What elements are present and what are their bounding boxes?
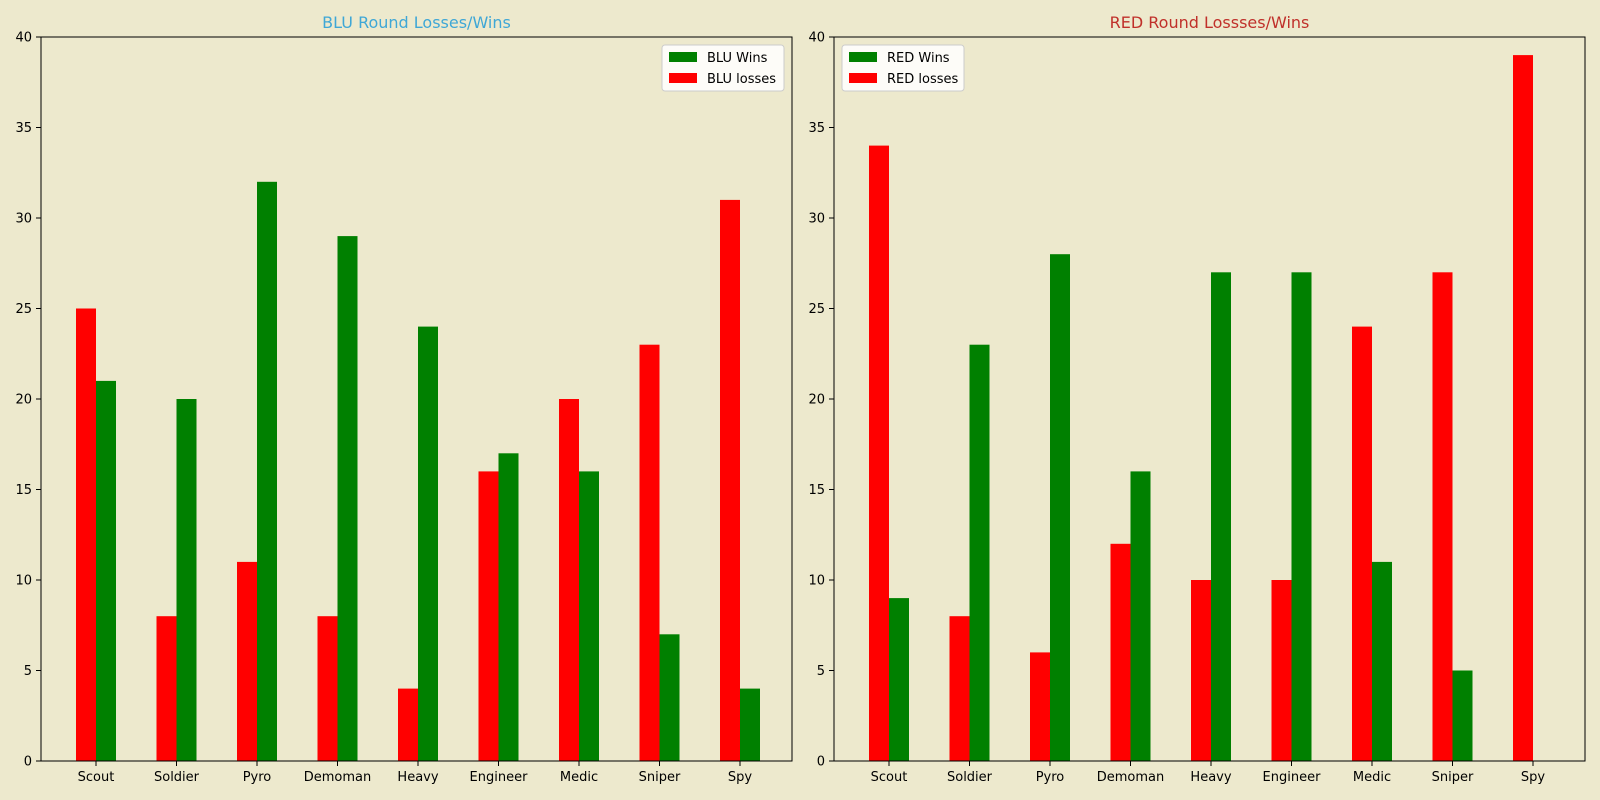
y-tick-label: 30	[15, 212, 32, 227]
x-tick-label: Spy	[1521, 770, 1546, 785]
bar-wins-soldier	[176, 399, 197, 761]
bar-wins-demoman	[1130, 471, 1151, 761]
legend-label: RED losses	[887, 72, 958, 87]
y-tick-label: 10	[808, 574, 825, 589]
x-tick-label: Demoman	[1097, 770, 1165, 785]
bar-wins-scout	[889, 598, 909, 761]
chart-panel-2: RED Round Lossses/Wins Scout Soldier Pyro De…	[808, 13, 1586, 785]
x-tick-label: Heavy	[397, 770, 438, 785]
y-tick-label: 20	[15, 393, 32, 408]
y-tick-label: 0	[817, 755, 825, 770]
x-tick-label: Medic	[560, 770, 598, 785]
bar-wins-heavy	[418, 326, 438, 761]
bar-losses-soldier	[949, 616, 970, 761]
chart-panel-1: BLU Round Losses/Wins Scout Soldier Pyro Dem…	[15, 13, 793, 785]
bar-wins-engineer	[1291, 272, 1312, 761]
legend-swatch	[669, 73, 697, 83]
legend-swatch	[669, 52, 697, 62]
bar-wins-sniper	[659, 634, 680, 761]
plot-frame	[40, 36, 793, 762]
bar-losses-medic	[1352, 326, 1372, 761]
bar-losses-sniper	[639, 344, 660, 761]
bar-wins-heavy	[1211, 272, 1231, 761]
x-tick-label: Heavy	[1190, 770, 1231, 785]
x-tick-label: Engineer	[1263, 770, 1322, 785]
y-tick-label: 25	[15, 302, 32, 317]
legend: RED Wins RED losses	[841, 44, 965, 92]
legend-label: RED Wins	[887, 51, 950, 66]
x-tick-label: Soldier	[154, 770, 200, 785]
bar-wins-medic	[1372, 561, 1392, 761]
bar-losses-medic	[559, 399, 579, 761]
x-tick-label: Soldier	[947, 770, 993, 785]
bar-losses-heavy	[1191, 580, 1211, 761]
bar-losses-pyro	[1030, 652, 1050, 761]
plot-frame	[833, 36, 1586, 762]
y-tick-label: 35	[15, 121, 32, 136]
x-tick-label: Pyro	[1036, 770, 1065, 785]
bar-wins-soldier	[969, 344, 990, 761]
chart-title: RED Round Lossses/Wins	[1110, 13, 1310, 32]
legend-swatch	[849, 73, 877, 83]
x-tick-label: Sniper	[639, 770, 681, 785]
x-tick-label: Pyro	[243, 770, 272, 785]
bar-wins-sniper	[1452, 670, 1473, 761]
bar-wins-scout	[96, 380, 116, 761]
bar-wins-medic	[579, 471, 599, 761]
bar-wins-spy	[740, 688, 760, 761]
legend-swatch	[849, 52, 877, 62]
y-tick-label: 35	[808, 121, 825, 136]
bar-wins-pyro	[257, 181, 277, 762]
bar-wins-engineer	[498, 453, 519, 761]
y-tick-label: 20	[808, 393, 825, 408]
bar-losses-scout	[76, 308, 96, 761]
x-tick-label: Engineer	[470, 770, 529, 785]
bar-losses-spy	[720, 199, 740, 761]
x-tick-label: Medic	[1353, 770, 1391, 785]
x-tick-label: Scout	[78, 770, 115, 785]
legend: BLU Wins BLU losses	[661, 44, 785, 92]
bar-losses-soldier	[156, 616, 177, 761]
y-tick-label: 40	[15, 31, 32, 46]
bar-wins-pyro	[1050, 254, 1070, 761]
y-tick-label: 5	[24, 664, 32, 679]
bar-losses-scout	[869, 145, 889, 762]
y-tick-label: 10	[15, 574, 32, 589]
x-tick-label: Spy	[728, 770, 753, 785]
x-tick-label: Sniper	[1432, 770, 1474, 785]
bar-wins-demoman	[337, 236, 358, 762]
bar-losses-heavy	[398, 688, 418, 761]
y-tick-label: 15	[15, 483, 32, 498]
bar-losses-engineer	[478, 471, 499, 761]
bar-losses-demoman	[1110, 543, 1131, 761]
legend-label: BLU losses	[707, 72, 776, 87]
bar-losses-engineer	[1271, 580, 1292, 761]
chart-title: BLU Round Losses/Wins	[322, 13, 511, 32]
bar-losses-demoman	[317, 616, 338, 761]
y-tick-label: 40	[808, 31, 825, 46]
y-tick-label: 30	[808, 212, 825, 227]
y-tick-label: 0	[24, 755, 32, 770]
y-tick-label: 5	[817, 664, 825, 679]
x-tick-label: Demoman	[304, 770, 372, 785]
y-tick-label: 15	[808, 483, 825, 498]
bar-losses-spy	[1513, 55, 1533, 762]
bar-losses-pyro	[237, 561, 257, 761]
bar-losses-sniper	[1432, 272, 1453, 761]
x-tick-label: Scout	[871, 770, 908, 785]
legend-label: BLU Wins	[707, 51, 768, 66]
y-tick-label: 25	[808, 302, 825, 317]
